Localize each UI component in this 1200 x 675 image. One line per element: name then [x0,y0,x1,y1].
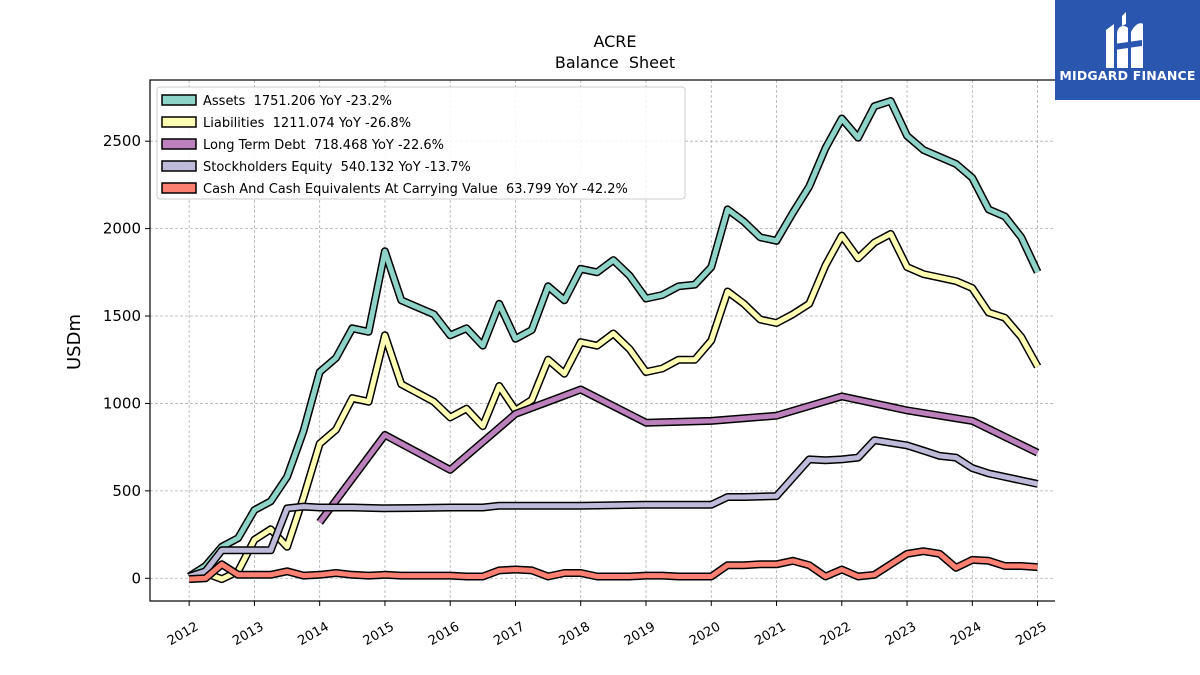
x-tick-label: 2021 [752,619,788,649]
chart-title: ACRE [593,32,636,51]
midgard-finance-logo: MIDGARD FINANCE [1055,0,1200,100]
legend-swatch-4 [161,182,197,194]
legend-swatch-3 [161,160,197,172]
x-tick-label: 2022 [818,619,854,649]
x-tick-label: 2018 [557,619,593,649]
series-line-2 [317,387,1039,524]
x-tick-label: 2016 [426,619,462,649]
x-tick-label: 2020 [687,619,723,649]
legend-box [156,86,686,200]
legend-swatch-1 [161,116,197,128]
y-tick-label: 2000 [103,220,141,238]
y-tick-label: 1500 [103,307,141,325]
y-tick-label: 2500 [103,132,141,150]
x-tick-label: 2013 [230,619,266,649]
x-tick-label: 2019 [622,619,658,649]
balance-sheet-chart: ACRE Balance Sheet USDm 0 500 1000 1500 2000… [64,32,1055,649]
x-tick-label: 2024 [948,619,984,649]
legend: Assets 1751.206 YoY -23.2% Liabilities 12… [156,86,686,200]
legend-label-3: Stockholders Equity 540.132 YoY -13.7% [203,160,471,175]
series-line-3 [188,437,1039,579]
series-line-0 [187,98,1040,579]
legend-swatch-0 [161,94,197,106]
x-tick-label: 2012 [165,619,201,649]
brand-mark-icon [1106,12,1143,68]
series-line-1 [188,231,1040,582]
brand-name: MIDGARD FINANCE [1059,68,1196,83]
x-tick-label: 2025 [1013,619,1049,649]
legend-label-0: Assets 1751.206 YoY -23.2% [203,94,392,109]
legend-label-1: Liabilities 1211.074 YoY -26.8% [203,116,411,131]
plot-frame [149,79,1055,602]
chart-subtitle: Balance Sheet [555,53,675,72]
legend-swatch-2 [161,138,197,150]
legend-label-2: Long Term Debt 718.468 YoY -22.6% [203,138,444,153]
y-tick-label: 1000 [103,394,141,412]
y-tick-label: 500 [112,482,141,500]
series-lines [187,97,1042,584]
x-tick-label: 2017 [491,619,527,649]
legend-label-4: Cash And Cash Equivalents At Carrying Va… [203,182,628,197]
x-tick-label: 2014 [296,619,332,649]
y-axis-label: USDm [64,314,85,370]
x-tick-label: 2015 [361,619,397,649]
y-tick-label: 0 [131,569,141,587]
x-tick-label: 2023 [883,619,919,649]
series-line-4 [189,548,1038,582]
